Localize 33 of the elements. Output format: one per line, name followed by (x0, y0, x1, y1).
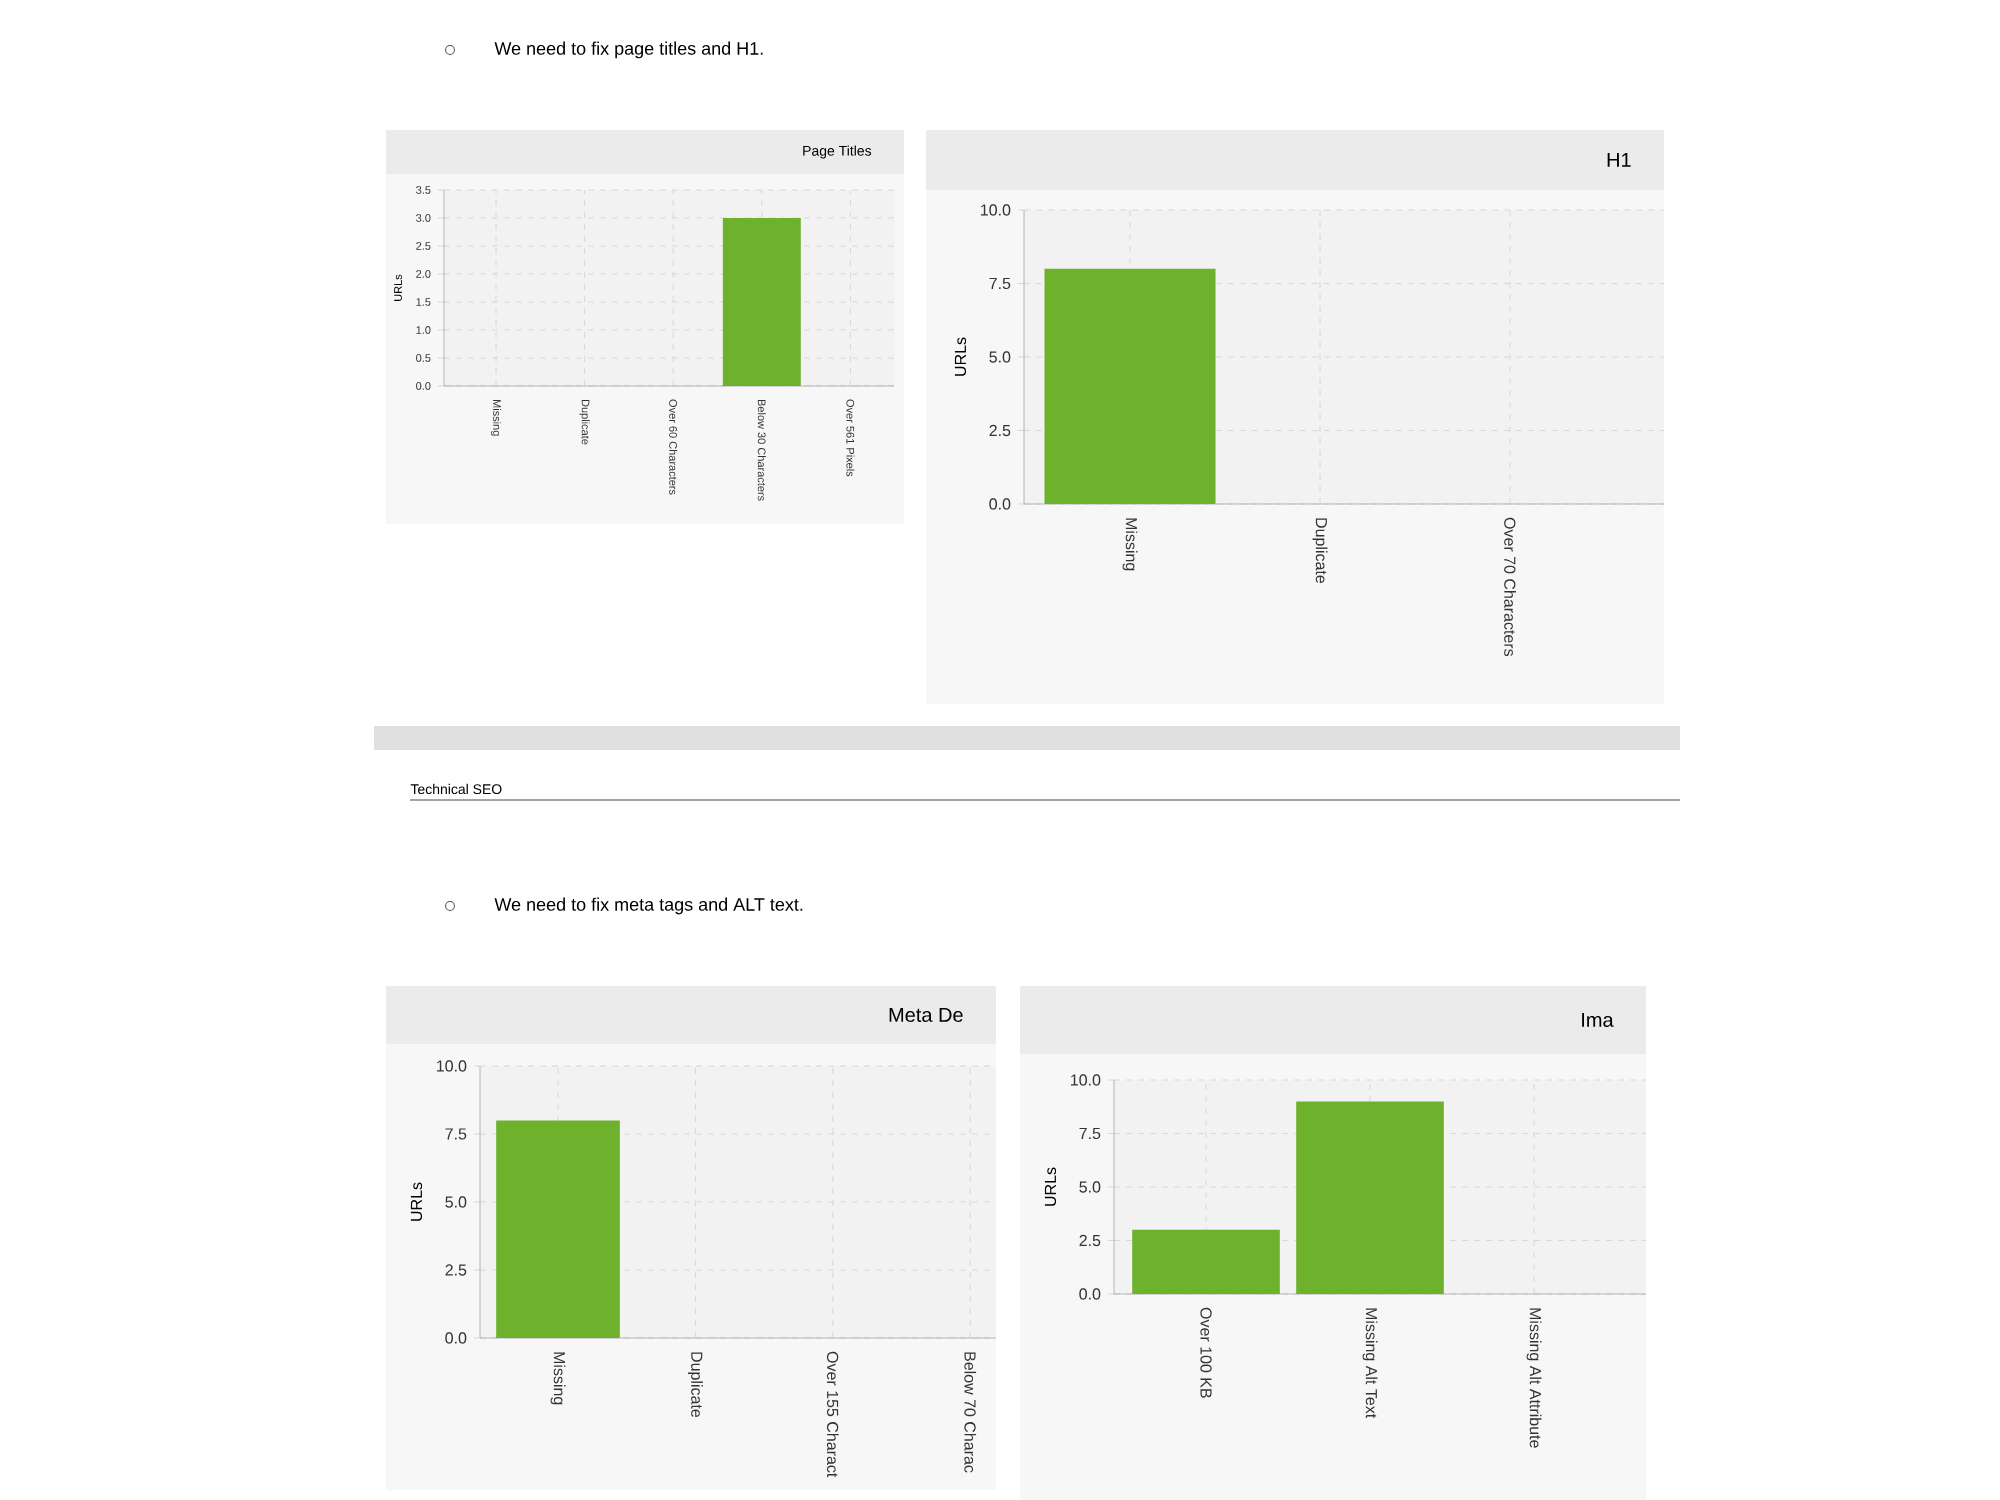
y-axis-title: URLs (1044, 1167, 1057, 1206)
y-tick-label: 7.5 (445, 1128, 467, 1140)
text: We need to fix meta tags and ALT text. (494, 897, 803, 915)
y-tick-label: 2.5 (1079, 1234, 1101, 1247)
y-tick-label: 0.0 (445, 1332, 467, 1344)
y-tick-label: 7.5 (989, 277, 1011, 290)
y-tick-label: 0.0 (1079, 1288, 1101, 1300)
y-axis-title: URLs (954, 337, 967, 376)
chart-title: H1 (1607, 153, 1631, 167)
x-tick-label: Duplicate (1312, 518, 1328, 584)
x-tick-label: Below 70 Charac (964, 1352, 977, 1473)
x-tick-label: Missing (1122, 518, 1138, 571)
text: We need to fix page titles and H1. (494, 41, 763, 59)
y-tick-label: 10.0 (437, 1060, 467, 1072)
y-tick-label: 7.5 (1079, 1127, 1101, 1140)
y-tick-label: 5.0 (445, 1196, 467, 1208)
x-tick-label: Duplicate (687, 1352, 703, 1418)
y-tick-label: 5.0 (1079, 1181, 1101, 1193)
x-tick-label: Missing Alt Attribute (1526, 1308, 1542, 1448)
y-tick-label: 0.0 (989, 498, 1011, 510)
x-tick-label: Missing Alt Text (1362, 1308, 1378, 1419)
chart-title: Meta De (889, 1008, 963, 1022)
y-tick-label: 10.0 (981, 204, 1011, 216)
x-tick-label: Over 70 Characters (1504, 517, 1516, 657)
x-tick-label: Missing (550, 1352, 566, 1405)
x-tick-label: Over 100 KB (1200, 1307, 1212, 1398)
chart-title: Ima (1582, 1013, 1614, 1027)
y-tick-label: 10.0 (1071, 1074, 1101, 1086)
y-tick-label: 5.0 (989, 351, 1011, 363)
y-tick-label: 2.5 (989, 424, 1011, 437)
y-tick-label: 2.5 (445, 1264, 467, 1276)
y-axis-title: URLs (410, 1182, 423, 1221)
x-tick-label: Over 155 Charact (826, 1351, 839, 1478)
